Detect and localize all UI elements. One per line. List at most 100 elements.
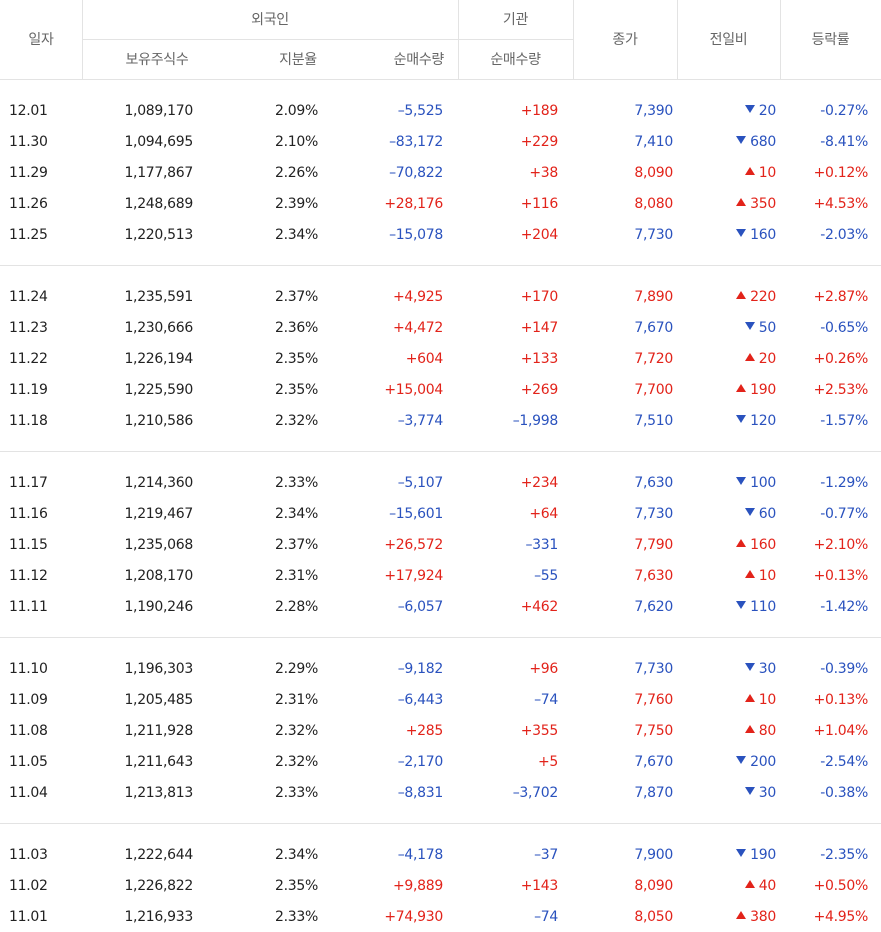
cell-institution-net: –55 — [534, 568, 558, 584]
cell-date: 11.25 — [9, 227, 48, 243]
cell-rate: +0.13% — [813, 692, 869, 708]
cell-rate: -0.27% — [820, 103, 868, 119]
cell-foreign-net: –83,172 — [389, 134, 443, 150]
group-divider — [0, 637, 881, 638]
cell-holdings: 1,222,644 — [124, 847, 193, 863]
cell-rate: +1.04% — [813, 723, 869, 739]
cell-date: 11.09 — [9, 692, 48, 708]
cell-holdings: 1,196,303 — [124, 661, 193, 677]
cell-foreign-net: +4,472 — [392, 320, 443, 336]
cell-institution-net: +189 — [520, 103, 559, 119]
cell-holdings: 1,226,822 — [124, 878, 193, 894]
cell-ratio: 2.39% — [275, 196, 318, 212]
cell-rate: +4.53% — [813, 196, 869, 212]
cell-holdings: 1,190,246 — [124, 599, 193, 615]
cell-institution-net: +269 — [520, 382, 559, 398]
cell-institution-net: –331 — [525, 537, 558, 553]
cell-date: 11.12 — [9, 568, 48, 584]
direction-icon — [736, 477, 747, 485]
cell-close: 7,730 — [634, 227, 673, 243]
direction-icon — [744, 570, 755, 578]
cell-foreign-net: –15,078 — [389, 227, 443, 243]
header-date: 일자 — [28, 32, 54, 48]
group-divider — [0, 451, 881, 452]
cell-date: 11.24 — [9, 289, 48, 305]
cell-close: 7,760 — [634, 692, 673, 708]
cell-ratio: 2.32% — [275, 754, 318, 770]
cell-foreign-net: –6,057 — [397, 599, 444, 615]
cell-ratio: 2.28% — [275, 599, 318, 615]
cell-date: 11.23 — [9, 320, 48, 336]
cell-date: 11.04 — [9, 785, 48, 801]
cell-close: 8,090 — [634, 165, 673, 181]
cell-date: 11.08 — [9, 723, 48, 739]
cell-institution-net: +64 — [529, 506, 558, 522]
change-value: 10 — [758, 165, 777, 181]
change-value: 30 — [758, 785, 777, 801]
cell-holdings: 1,089,170 — [124, 103, 193, 119]
cell-ratio: 2.09% — [275, 103, 318, 119]
change-value: 60 — [758, 506, 777, 522]
direction-icon — [744, 322, 755, 330]
direction-icon — [736, 601, 747, 609]
cell-date: 11.01 — [9, 909, 48, 925]
cell-rate: -0.65% — [820, 320, 868, 336]
cell-change: 120 — [736, 411, 776, 431]
cell-institution-net: –37 — [534, 847, 558, 863]
change-value: 160 — [750, 227, 776, 243]
cell-institution-net: +133 — [520, 351, 559, 367]
direction-icon — [736, 291, 747, 299]
cell-rate: +4.95% — [813, 909, 869, 925]
cell-change: 60 — [744, 504, 777, 524]
change-value: 110 — [750, 599, 776, 615]
change-value: 50 — [758, 320, 777, 336]
cell-ratio: 2.37% — [275, 289, 318, 305]
cell-holdings: 1,094,695 — [124, 134, 193, 150]
cell-holdings: 1,226,194 — [124, 351, 193, 367]
cell-ratio: 2.34% — [275, 506, 318, 522]
cell-institution-net: +170 — [520, 289, 559, 305]
cell-foreign-net: +285 — [405, 723, 444, 739]
cell-institution-net: +116 — [520, 196, 559, 212]
cell-close: 7,720 — [634, 351, 673, 367]
cell-holdings: 1,211,643 — [124, 754, 193, 770]
cell-close: 7,510 — [634, 413, 673, 429]
cell-close: 7,630 — [634, 475, 673, 491]
cell-change: 100 — [736, 473, 776, 493]
cell-foreign-net: –5,107 — [397, 475, 444, 491]
change-value: 120 — [750, 413, 776, 429]
cell-institution-net: –74 — [534, 909, 558, 925]
cell-close: 7,730 — [634, 506, 673, 522]
cell-ratio: 2.37% — [275, 537, 318, 553]
cell-ratio: 2.10% — [275, 134, 318, 150]
cell-close: 7,670 — [634, 754, 673, 770]
cell-institution-net: +38 — [529, 165, 558, 181]
direction-icon — [736, 756, 747, 764]
cell-ratio: 2.29% — [275, 661, 318, 677]
cell-change: 50 — [744, 318, 777, 338]
direction-icon — [744, 353, 755, 361]
cell-date: 11.30 — [9, 134, 48, 150]
cell-foreign-net: –4,178 — [397, 847, 444, 863]
cell-foreign-net: –15,601 — [389, 506, 443, 522]
cell-close: 7,750 — [634, 723, 673, 739]
cell-close: 7,890 — [634, 289, 673, 305]
cell-institution-net: +204 — [520, 227, 559, 243]
direction-icon — [736, 198, 747, 206]
cell-close: 8,090 — [634, 878, 673, 894]
cell-change: 350 — [736, 194, 776, 214]
cell-institution-net: +143 — [520, 878, 559, 894]
cell-rate: -0.39% — [820, 661, 868, 677]
cell-close: 7,730 — [634, 661, 673, 677]
cell-close: 7,630 — [634, 568, 673, 584]
change-value: 350 — [750, 196, 776, 212]
cell-ratio: 2.35% — [275, 351, 318, 367]
cell-close: 7,670 — [634, 320, 673, 336]
cell-foreign-net: +74,930 — [384, 909, 443, 925]
group-divider — [0, 823, 881, 824]
cell-holdings: 1,248,689 — [124, 196, 193, 212]
cell-change: 20 — [744, 349, 776, 369]
cell-rate: -1.42% — [820, 599, 868, 615]
cell-close: 7,390 — [634, 103, 673, 119]
